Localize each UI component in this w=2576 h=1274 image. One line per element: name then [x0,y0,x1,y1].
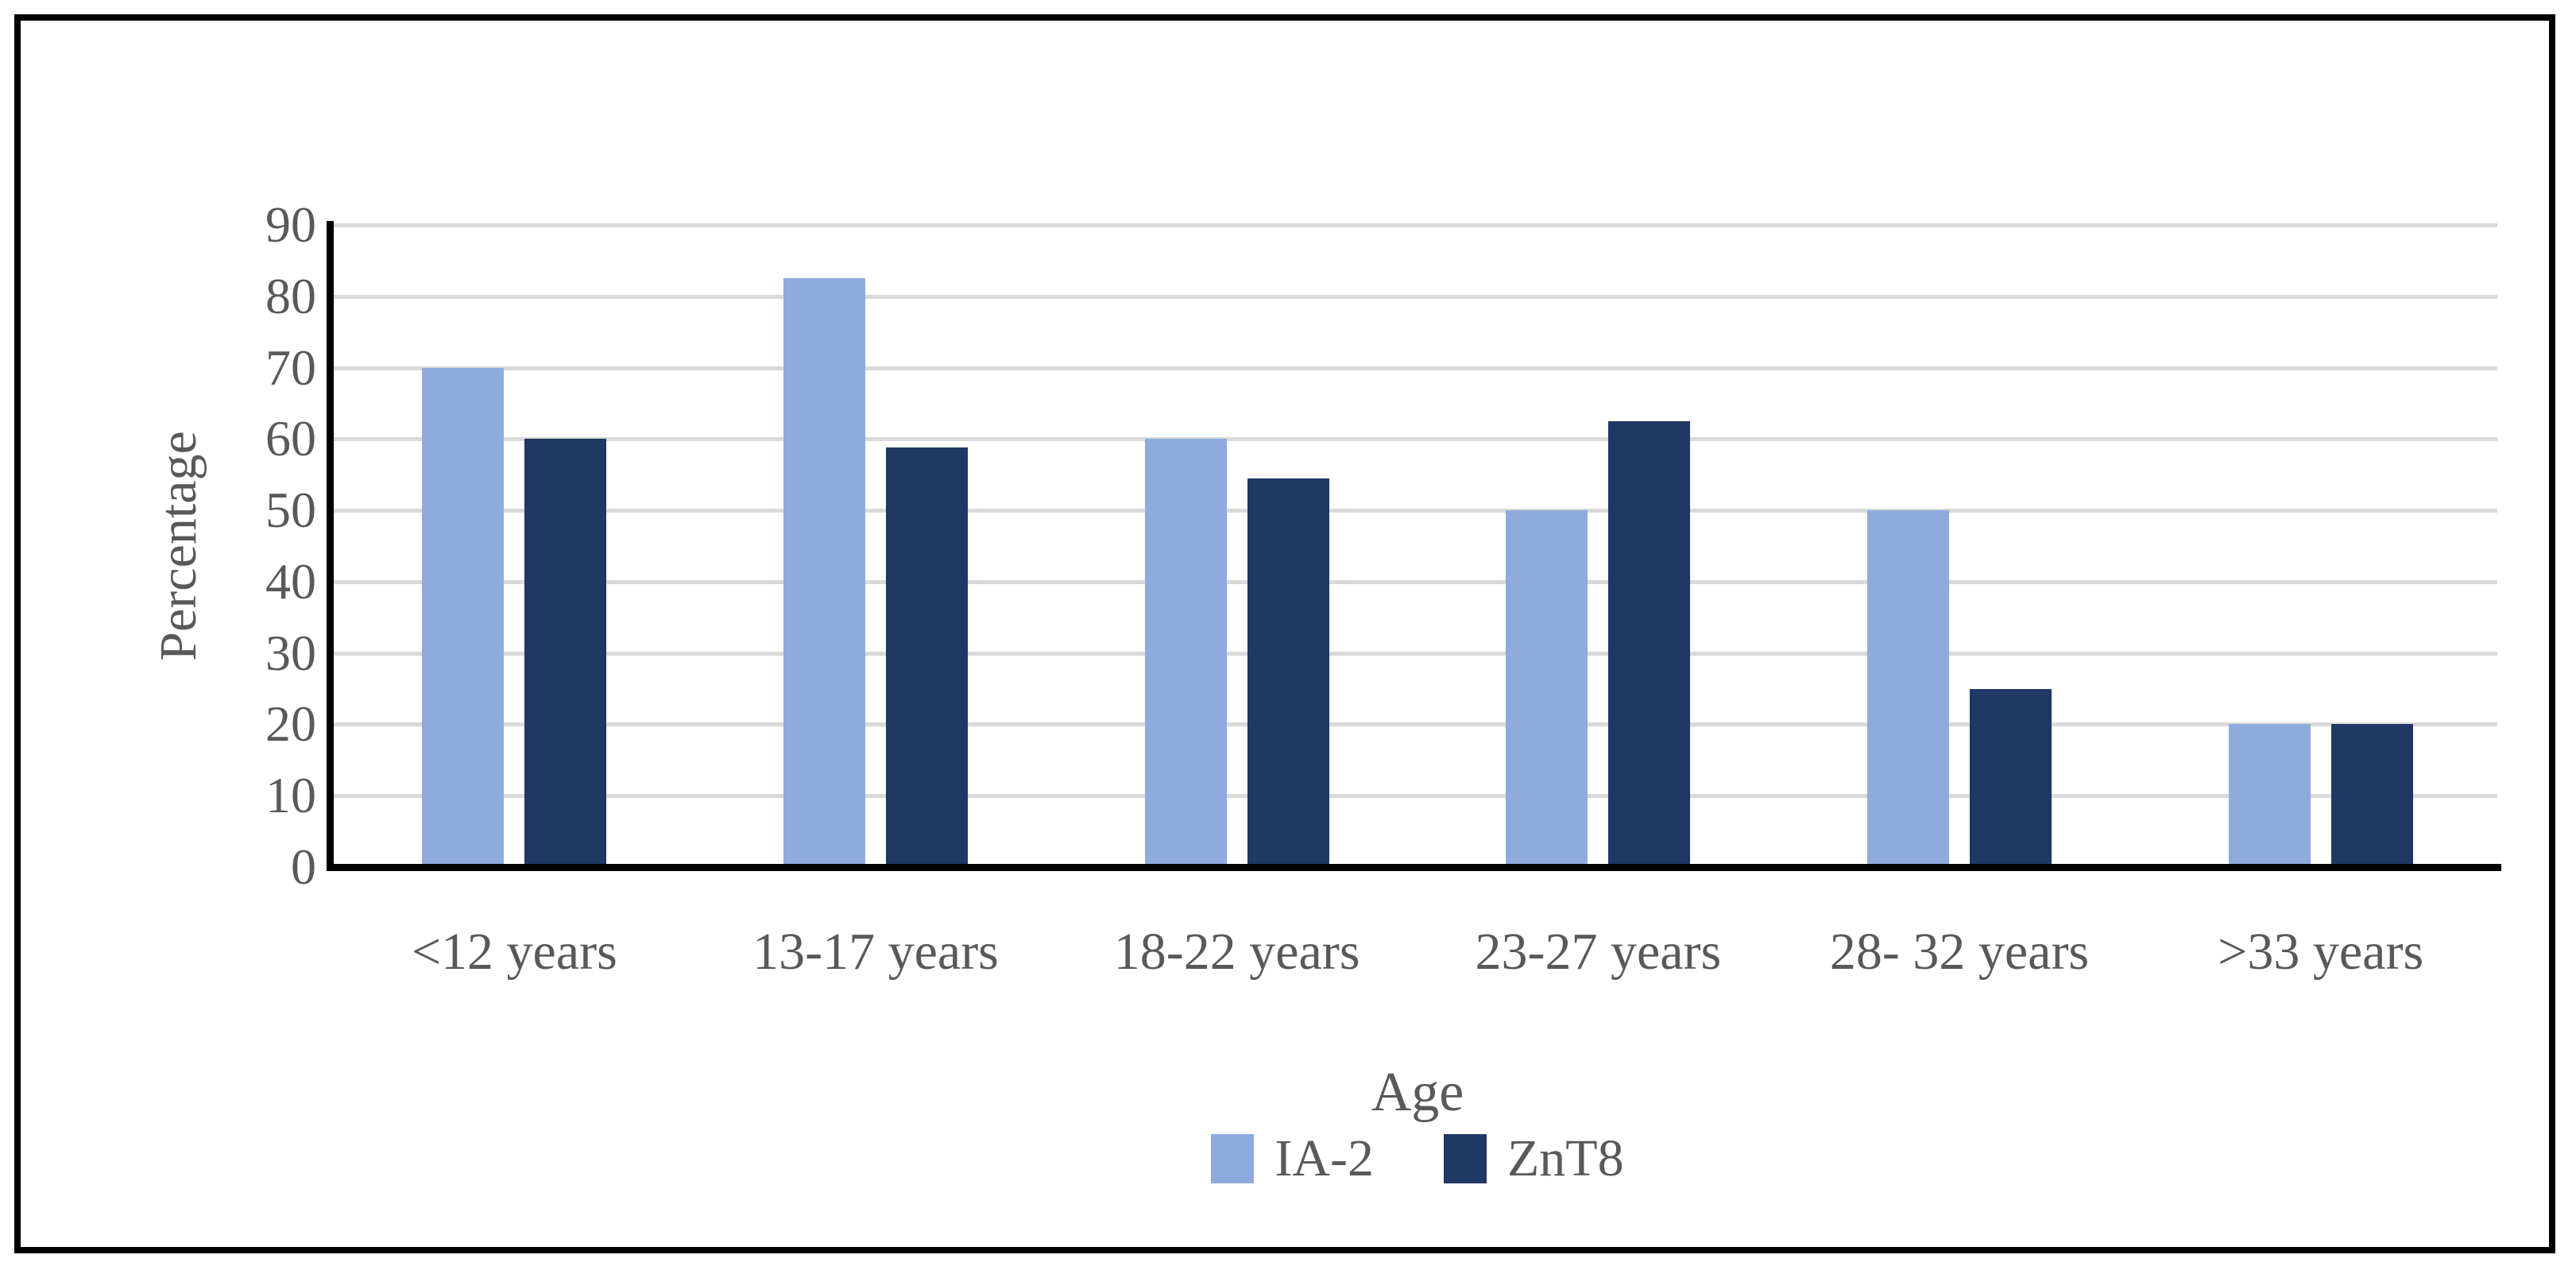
bar-IA-2 [1144,439,1227,867]
x-tick-label: 23-27 years [1475,923,1722,981]
x-tick-label: <12 years [411,923,617,981]
y-tick-label: 70 [265,339,316,396]
gridline [334,794,2497,799]
y-tick-label: 30 [265,624,316,681]
y-tick-label: 20 [265,695,316,753]
gridline [334,722,2497,727]
bar-ZnT8 [1970,688,2052,867]
bar-IA-2 [783,278,865,867]
legend-label: ZnT8 [1507,1129,1624,1187]
bar-IA-2 [1506,510,1588,867]
bar-ZnT8 [1608,420,1691,867]
bar-IA-2 [422,367,505,867]
y-tick-label: 10 [265,767,316,824]
y-tick-label: 40 [265,552,316,610]
y-tick-label: 90 [265,196,316,253]
bar-ZnT8 [2330,724,2413,867]
bar-ZnT8 [886,447,968,867]
x-tick-label: 18-22 years [1113,923,1360,981]
y-tick-label: 50 [265,482,316,539]
gridline [334,223,2497,227]
x-axis-title: Age [1371,1062,1464,1123]
bar-ZnT8 [524,439,607,867]
x-tick-label: >33 years [2218,923,2424,981]
bar-IA-2 [2228,724,2311,867]
gridline [334,579,2497,584]
x-tick-label: 13-17 years [752,923,999,981]
plot-area [334,223,2501,867]
y-axis-tick-labels: 0 10 20 30 40 50 60 70 80 90 [0,0,316,1274]
x-tick-label: 28- 32 years [1829,923,2090,981]
bar-ZnT8 [1247,478,1329,867]
bar-IA-2 [1867,510,1949,867]
gridline [334,509,2497,513]
legend-swatch-icon [1211,1134,1255,1183]
legend-item-ZnT8: ZnT8 [1443,1129,1624,1187]
y-axis-line [327,221,334,870]
legend-item-IA-2: IA-2 [1211,1133,1374,1185]
y-tick-label: 80 [265,267,316,324]
x-axis-line [327,864,2501,871]
y-tick-label: 60 [265,410,316,467]
gridline [334,294,2497,299]
gridline [334,651,2497,656]
y-tick-label: 0 [291,838,316,895]
gridline [334,437,2497,442]
gridline [334,366,2497,370]
legend-swatch-icon [1443,1134,1487,1183]
legend-label: IA-2 [1274,1129,1374,1187]
legend: IA-2 ZnT8 [334,1133,2501,1185]
